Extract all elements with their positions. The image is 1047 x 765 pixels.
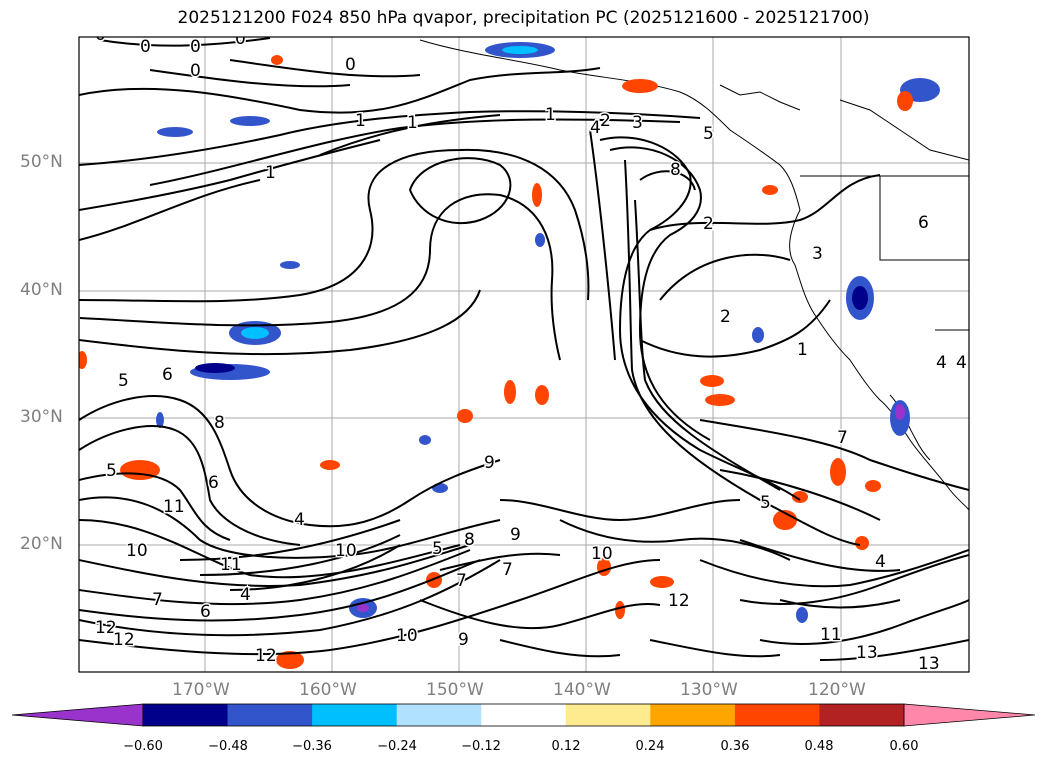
contour-label: 0 [95, 25, 106, 45]
contour-label: 1 [407, 113, 418, 133]
contour-label: 0 [190, 37, 201, 57]
contour-label: 4 [294, 510, 305, 530]
contour-label: 2 [720, 307, 731, 327]
colorbar-tick-label: 0.36 [720, 739, 750, 754]
colorbar-bin [650, 704, 736, 726]
lat-label-50n: 50°N [20, 152, 63, 172]
contour-label: 10 [396, 626, 418, 646]
contour-label: 7 [456, 571, 467, 591]
contour-label: 3 [812, 244, 823, 264]
contour-label: 7 [502, 560, 513, 580]
contour-label: 11 [163, 497, 185, 517]
contour-label: 4 [590, 118, 601, 138]
contour-label: 12 [668, 591, 690, 611]
contour-label: 1 [355, 111, 366, 131]
colorbar-tick-label: −0.24 [377, 739, 417, 754]
colorbar-tick-label: −0.48 [208, 739, 248, 754]
lon-label-160w: 160°W [299, 680, 357, 700]
colorbar-tick-label: −0.60 [123, 739, 163, 754]
contour-label: 7 [152, 590, 163, 610]
contour-label: 10 [335, 541, 357, 561]
lat-label-20n: 20°N [20, 534, 63, 554]
lon-label-130w: 130°W [680, 680, 738, 700]
contour-label: 1 [545, 105, 556, 125]
colorbar-bin [312, 704, 398, 726]
colorbar-bin [734, 704, 820, 726]
contour-label: 1 [797, 340, 808, 360]
colorbar [11, 703, 1036, 727]
contour-label: 0 [235, 29, 246, 49]
contour-label: 9 [510, 525, 521, 545]
contour-label: 8 [214, 413, 225, 433]
colorbar-tick-label: 0.24 [635, 739, 665, 754]
qvapor-contours [79, 37, 969, 661]
contour-label: 8 [670, 160, 681, 180]
lat-label-30n: 30°N [20, 407, 63, 427]
contour-label: 5 [106, 461, 117, 481]
lon-label-150w: 150°W [426, 680, 484, 700]
contour-label: 11 [820, 625, 842, 645]
contour-label: 6 [200, 602, 211, 622]
contour-label: 13 [856, 643, 878, 663]
contour-label: 0 [190, 61, 201, 81]
contour-label: 4 [956, 353, 967, 373]
colorbar-tick-label: −0.36 [292, 739, 332, 754]
contour-label: 12 [255, 646, 277, 666]
contour-label: 5 [432, 539, 443, 559]
colorbar-tick-label: 0.12 [551, 739, 581, 754]
contour-label: 1 [265, 163, 276, 183]
contour-label: 10 [126, 541, 148, 561]
contour-label: 0 [345, 55, 356, 75]
contour-label: 12 [113, 630, 135, 650]
contour-label: 7 [837, 428, 848, 448]
contour-label: 6 [162, 365, 173, 385]
contour-label: 6 [918, 213, 929, 233]
precip-fills [79, 42, 940, 669]
plot-border [78, 36, 970, 673]
colorbar-bin [396, 704, 482, 726]
contour-label: 9 [458, 630, 469, 650]
contour-label: 13 [918, 654, 940, 674]
colorbar-tick-label: 0.48 [804, 739, 834, 754]
colorbar-bin [819, 704, 905, 726]
lon-label-170w: 170°W [172, 680, 230, 700]
colorbar-tick-label: 0.60 [889, 739, 919, 754]
contour-label: 0 [140, 37, 151, 57]
contour-label: 5 [118, 371, 129, 391]
colorbar-bin [481, 704, 567, 726]
lon-label-140w: 140°W [553, 680, 611, 700]
contour-label: 8 [464, 530, 475, 550]
contour-label: 12 [95, 618, 117, 638]
map-title: 2025121200 F024 850 hPa qvapor, precipit… [177, 8, 870, 28]
contour-label: 6 [208, 473, 219, 493]
contour-label: 4 [936, 353, 947, 373]
contour-label: 4 [240, 585, 251, 605]
contour-label: 9 [484, 453, 495, 473]
contour-label: 4 [875, 552, 886, 572]
contour-label: 10 [591, 544, 613, 564]
lon-label-120w: 120°W [808, 680, 866, 700]
graticule [79, 37, 969, 672]
coastline [419, 39, 969, 511]
colorbar-bin [565, 704, 651, 726]
contour-label: 3 [632, 113, 643, 133]
lat-label-40n: 40°N [20, 280, 63, 300]
contour-label: 2 [703, 214, 714, 234]
contour-label: 11 [220, 555, 242, 575]
contour-label: 5 [760, 493, 771, 513]
colorbar-bin [227, 704, 313, 726]
contour-label: 2 [600, 111, 611, 131]
contour-label: 5 [703, 124, 714, 144]
colorbar-tick-label: −0.12 [461, 739, 501, 754]
colorbar-bin [143, 704, 229, 726]
